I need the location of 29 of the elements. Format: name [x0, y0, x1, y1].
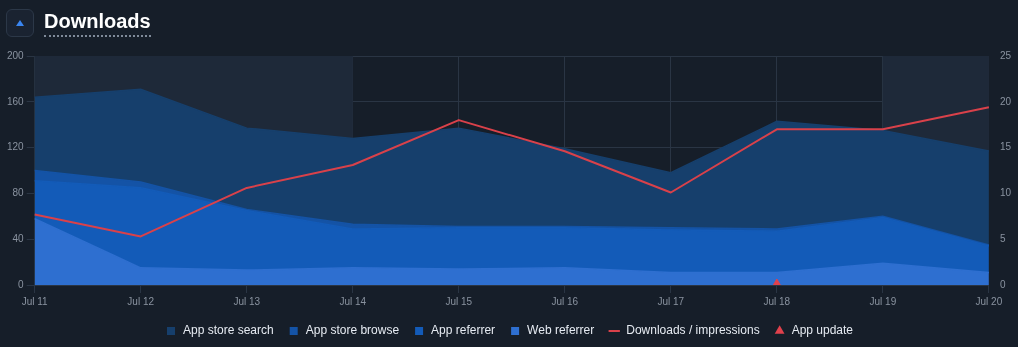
legend-label: App store browse [305, 323, 400, 338]
legend-label: App referrer [431, 323, 496, 338]
y2-tick-label: 25 [999, 49, 1012, 61]
chart-title: Downloads [44, 9, 151, 37]
y2-tick-label: 20 [999, 95, 1012, 107]
x-tick-label: Jul 11 [21, 295, 49, 307]
x-tick-label: Jul 18 [763, 295, 791, 307]
y2-tick-label: 10 [999, 187, 1012, 199]
x-tick-label: Jul 13 [233, 295, 261, 307]
y-tick-label: 120 [7, 141, 25, 153]
legend-label: Web referrer [527, 323, 595, 338]
x-tick-label: Jul 15 [445, 295, 473, 307]
x-tick-label: Jul 12 [127, 295, 155, 307]
y-tick-label: 160 [7, 95, 25, 107]
legend-label: App update [791, 323, 854, 338]
y-tick-label: 200 [7, 49, 25, 61]
x-tick-label: Jul 17 [657, 295, 685, 307]
y-tick-label: 80 [12, 187, 25, 199]
legend-label: Downloads / impressions [626, 323, 760, 338]
y-tick-label: 0 [18, 278, 25, 290]
y2-tick-label: 5 [999, 232, 1006, 244]
x-tick-label: Jul 14 [339, 295, 367, 307]
legend-label: App store search [182, 323, 274, 338]
y2-tick-label: 15 [999, 141, 1012, 153]
x-tick-label: Jul 19 [869, 295, 897, 307]
x-tick-label: Jul 20 [975, 295, 1003, 307]
x-tick-label: Jul 16 [551, 295, 579, 307]
y-tick-label: 40 [12, 232, 25, 244]
y2-tick-label: 0 [999, 278, 1006, 290]
